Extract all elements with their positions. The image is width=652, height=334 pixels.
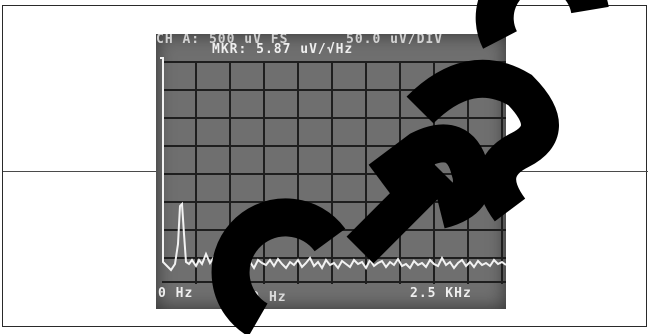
center-frequency-readout: 1 000 Hz: [216, 290, 287, 305]
spectrum-display: [160, 57, 506, 284]
vertical-scale-readout: 50.0 uV/DIV: [346, 34, 444, 47]
marker-readout: MKR: 5.87 uV/√Hz: [212, 42, 354, 57]
analyzer-screen: CH A: 500 uV FS 50.0 uV/DIV MKR: 5.87 uV…: [156, 34, 506, 309]
channel-scale-readout: CH A: 500 uV FS: [156, 34, 289, 47]
graticule: [162, 61, 506, 284]
start-frequency-readout: 0 Hz: [158, 286, 194, 301]
span-readout: 2.5 KHz: [410, 286, 472, 301]
